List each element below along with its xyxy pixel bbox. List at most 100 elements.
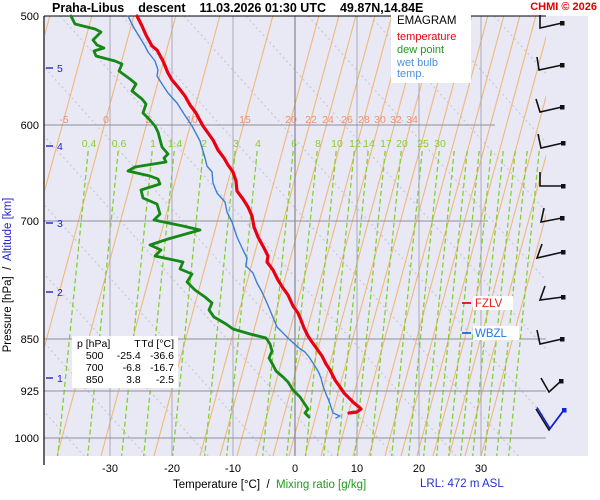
wind-barb-dot — [560, 216, 565, 221]
altitude-tick-label: 2 — [57, 287, 63, 299]
orange-isoline-label: 24 — [322, 114, 334, 126]
orange-isoline — [480, 213, 546, 456]
orange-isoline-label: 34 — [406, 114, 418, 126]
x-tick-label: 30 — [475, 463, 487, 475]
mixing-ratio-line — [337, 150, 369, 456]
dewpoint-value: -2.5 — [155, 374, 174, 386]
orange-isoline-label: 32 — [390, 114, 402, 126]
mixing-ratio-line — [391, 150, 423, 456]
mixing-ratio-line — [204, 150, 236, 456]
dry-adiabat — [45, 204, 271, 456]
mixing-ratio-label: 3 — [233, 138, 239, 150]
mixing-ratio-line — [143, 150, 175, 456]
wbzl-label: WBZL — [475, 328, 508, 340]
temperature-value: -25.4 — [116, 350, 141, 362]
legend-title: EMAGRAM — [397, 15, 457, 27]
wet-bulb-curve — [127, 15, 341, 419]
pressure-tick-label: 925 — [21, 386, 39, 398]
orange-isoline — [352, 16, 473, 456]
orange-isoline-label: -5 — [59, 114, 68, 126]
col-temperature: T — [134, 338, 141, 350]
mixing-ratio-line — [172, 150, 204, 456]
wind-barb — [535, 98, 563, 113]
orange-isoline-label: 0 — [103, 114, 109, 126]
station-name: Praha-Libus — [52, 1, 125, 15]
mixing-ratio-label: 25 — [417, 138, 429, 150]
pressure-tick-label: 700 — [21, 216, 39, 228]
wind-barb — [537, 133, 564, 149]
x-tick-label: -30 — [102, 463, 118, 475]
orange-isoline — [320, 16, 441, 456]
wind-barb-dot — [562, 408, 567, 413]
altitude-tick-label: 4 — [57, 141, 63, 153]
mixing-ratio-line — [262, 150, 294, 456]
y-axis-title-altitude: Altitude [km] — [2, 197, 14, 261]
orange-isoline — [219, 16, 340, 456]
wind-barb-dot — [560, 337, 565, 342]
x-axis-title-temperature: Temperature [°C] — [173, 479, 261, 491]
orange-isoline — [464, 153, 546, 456]
mixing-ratio-label: 17 — [380, 138, 392, 150]
sounding-table-row: 850 3.8 -2.5 — [76, 374, 174, 386]
mixing-ratio-line — [121, 150, 153, 456]
x-tick-label: 0 — [292, 463, 298, 475]
pressure-value: 850 — [85, 374, 104, 386]
dewpoint-value: -36.6 — [150, 350, 174, 362]
wind-barb-dot — [561, 184, 566, 189]
legend-item-wetbulb: wet bulb temp. — [397, 57, 438, 80]
wind-barb — [540, 377, 562, 394]
mixing-ratio-label: 8 — [315, 138, 321, 150]
x-tick-label: -10 — [225, 463, 241, 475]
mixing-ratio-label: 20 — [396, 138, 408, 150]
mixing-ratio-label: 1.4 — [168, 138, 183, 150]
dry-adiabat — [45, 135, 333, 456]
orange-isoline-family — [45, 16, 546, 456]
sounding-table: p [hPa] T Td [°C] 500 -25.4 -36.6 700 -6.8 -1… — [72, 336, 178, 388]
wind-barb — [539, 15, 563, 30]
orange-isoline-label: 30 — [374, 114, 386, 126]
wind-barb-dot — [561, 250, 566, 255]
wind-barb-dot — [560, 63, 565, 68]
mixing-ratio-line — [423, 150, 455, 456]
col-pressure: p [hPa] — [77, 338, 111, 350]
orange-isoline-label: 10 — [186, 114, 198, 126]
mixing-ratio-label: 0.6 — [112, 138, 127, 150]
orange-isoline — [368, 16, 489, 456]
mixing-ratio-line — [305, 150, 337, 456]
sounding-mode: descent — [138, 1, 186, 15]
orange-isoline — [272, 16, 393, 456]
orange-isoline-label: 26 — [341, 114, 353, 126]
y-axis-title: Pressure [hPa] / Altitude [km] — [2, 170, 14, 380]
dewpoint-value: -16.7 — [150, 362, 174, 374]
title-bar: Praha-Libus descent 11.03.2026 01:30 UTC… — [52, 1, 423, 15]
pressure-tick-label: 600 — [21, 120, 39, 132]
mixing-ratio-label: 4 — [255, 138, 261, 150]
sounding-table-row: 700 -6.8 -16.7 — [76, 362, 174, 374]
orange-isoline-label: 20 — [285, 114, 297, 126]
orange-isoline — [400, 16, 521, 456]
mixing-ratio-label: 30 — [434, 138, 446, 150]
mixing-ratio-line — [87, 150, 119, 456]
wind-barb-dot — [561, 141, 566, 146]
wind-barb-dot — [561, 295, 566, 300]
orange-isoline-label: 28 — [358, 114, 370, 126]
wind-barb-dot — [560, 105, 565, 110]
sounding-table-header: p [hPa] T Td [°C] — [76, 338, 174, 350]
fzlv-label: FZLV — [475, 298, 503, 310]
dry-adiabat — [183, 16, 546, 419]
mixing-ratio-line — [226, 150, 258, 456]
pressure-tick-label: 500 — [21, 11, 39, 23]
orange-isoline — [304, 16, 425, 456]
orange-isoline — [236, 16, 357, 456]
temperature-value: -6.8 — [122, 362, 141, 374]
pressure-value: 500 — [85, 350, 104, 362]
altitude-tick-label: 3 — [57, 218, 63, 230]
sounding-table-row: 500 -25.4 -36.6 — [76, 350, 174, 362]
temperature-curve — [135, 14, 363, 415]
orange-isoline-label: 15 — [239, 114, 251, 126]
mixing-ratio-line — [323, 150, 355, 456]
wbzl-label-bg — [473, 326, 519, 340]
altitude-tick-label: 1 — [57, 373, 63, 385]
wind-barb-dot — [559, 379, 564, 384]
